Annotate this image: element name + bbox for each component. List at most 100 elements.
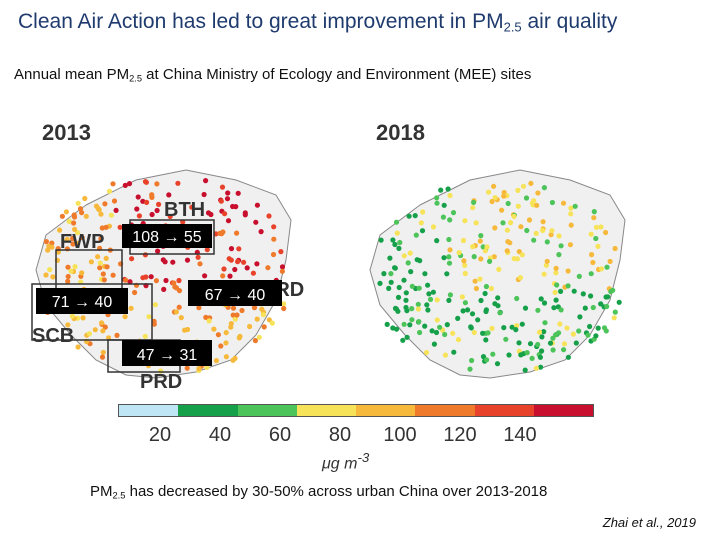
- site-dots-2018: [377, 180, 622, 373]
- site-dot: [429, 328, 435, 334]
- site-dot: [170, 259, 176, 265]
- site-dot: [98, 236, 104, 242]
- site-dot: [549, 199, 555, 206]
- site-dot: [392, 241, 398, 248]
- site-dot: [603, 229, 609, 236]
- site-dot: [519, 321, 525, 327]
- site-dot: [117, 224, 123, 230]
- site-dot: [128, 305, 134, 311]
- site-dot: [197, 261, 203, 267]
- site-dot: [571, 288, 577, 294]
- site-dot: [204, 247, 210, 253]
- site-dot: [46, 243, 52, 249]
- site-dot: [394, 326, 400, 332]
- site-dot: [153, 278, 159, 284]
- site-dot: [407, 250, 413, 256]
- site-dot: [65, 278, 71, 284]
- site-dot: [235, 190, 241, 196]
- site-dot: [68, 268, 74, 274]
- site-dot: [409, 283, 415, 289]
- site-dot: [136, 213, 142, 219]
- map-panels: 2013 BTH FWP SCB PRD YRD 108 → 55 71 → 4…: [26, 110, 680, 402]
- site-dot: [408, 269, 414, 275]
- colorbar-unit: μg m-3: [322, 450, 370, 473]
- site-dot: [223, 340, 229, 346]
- site-dot: [202, 273, 208, 279]
- site-dot: [106, 335, 112, 341]
- site-dot: [230, 203, 236, 210]
- site-dot: [524, 350, 530, 356]
- site-dot: [388, 279, 394, 285]
- colorbar-tick-label: 100: [383, 424, 417, 446]
- site-dot: [483, 337, 489, 343]
- site-dot: [213, 358, 219, 364]
- site-dot: [217, 230, 223, 236]
- site-dot: [522, 305, 529, 311]
- site-dot: [86, 331, 92, 337]
- site-dot: [482, 290, 488, 297]
- site-dot: [573, 340, 579, 346]
- site-dot: [450, 210, 457, 216]
- site-dot: [418, 220, 424, 226]
- site-dot: [515, 187, 521, 193]
- site-dot: [551, 305, 557, 311]
- region-label-fwp: FWP: [60, 231, 104, 253]
- site-dot: [244, 265, 250, 271]
- site-dot: [75, 230, 81, 236]
- site-dot: [271, 224, 277, 230]
- page-title: Clean Air Action has led to great improv…: [18, 10, 618, 35]
- site-dot: [416, 319, 422, 325]
- site-dot: [251, 305, 258, 311]
- site-dot: [99, 225, 105, 231]
- site-dot: [425, 282, 431, 288]
- site-dot: [227, 273, 233, 279]
- site-dot: [468, 325, 474, 331]
- site-dot: [184, 326, 191, 333]
- site-dot: [560, 200, 567, 206]
- site-dot: [75, 200, 81, 206]
- site-dot: [203, 314, 209, 320]
- site-dot: [281, 301, 287, 307]
- site-dot: [549, 228, 555, 234]
- site-dot: [140, 275, 146, 281]
- site-dot: [561, 347, 567, 353]
- site-dot: [261, 324, 267, 330]
- site-dot: [412, 213, 418, 219]
- site-dot: [146, 314, 152, 320]
- site-dot: [556, 252, 562, 258]
- site-dot: [43, 272, 49, 278]
- site-dot: [72, 226, 78, 232]
- site-dot: [149, 194, 155, 200]
- site-dot: [577, 314, 583, 320]
- site-dot: [102, 324, 108, 330]
- site-dot: [567, 242, 573, 248]
- site-dot: [108, 212, 114, 218]
- site-dot: [447, 247, 453, 253]
- site-dot: [470, 205, 476, 211]
- site-dot: [126, 181, 133, 187]
- site-dot: [558, 307, 564, 313]
- site-dot: [475, 317, 481, 323]
- site-dot: [132, 289, 138, 296]
- site-dot: [279, 268, 285, 274]
- site-dot: [527, 341, 534, 347]
- site-dot: [230, 305, 237, 311]
- site-dot: [80, 315, 86, 321]
- site-dot: [444, 322, 450, 328]
- site-dot: [396, 245, 402, 251]
- site-dot: [234, 312, 240, 318]
- site-dot: [218, 198, 224, 204]
- site-dot: [225, 218, 232, 224]
- site-dot: [478, 297, 484, 304]
- site-dot: [565, 354, 571, 360]
- site-dot: [445, 186, 451, 192]
- site-dot: [535, 190, 541, 196]
- site-dot: [45, 247, 51, 253]
- colorbar-segment: [415, 405, 475, 416]
- site-dot: [230, 357, 236, 363]
- site-dot: [533, 365, 539, 371]
- site-dot: [392, 265, 398, 271]
- site-dot: [590, 259, 596, 266]
- site-dot: [447, 192, 453, 199]
- site-dot: [271, 236, 277, 242]
